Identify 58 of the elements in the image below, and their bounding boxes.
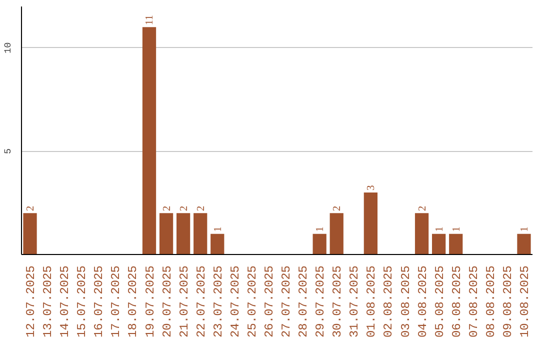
x-tick-label: 26.07.2025 [262,265,276,338]
bar [414,213,429,254]
data-label: 11 [144,14,156,26]
x-tick-label: 31.07.2025 [348,265,362,338]
bar [176,213,190,254]
data-label: 2 [178,206,190,212]
data-label: 2 [162,206,173,212]
data-label: 2 [26,206,37,212]
data-label: 1 [451,226,462,232]
x-tick-label: 14.07.2025 [58,265,72,338]
x-tick-label: 21.07.2025 [177,265,192,338]
x-tick-label: 19.07.2025 [143,265,158,338]
x-tick-label: 20.07.2025 [160,265,174,338]
x-tick-label: 30.07.2025 [330,265,345,338]
x-tick-label: 18.07.2025 [126,265,140,338]
x-tick-label: 23.07.2025 [211,265,226,338]
data-label: 1 [315,226,326,232]
x-tick-label: 13.07.2025 [41,265,56,338]
x-tick-label: 08.08.2025 [484,265,498,338]
bar [330,213,344,254]
x-tick-label: 01.08.2025 [364,265,379,338]
x-tick-label: 17.07.2025 [109,265,124,338]
data-label: 2 [196,206,207,212]
x-tick-label: 03.08.2025 [398,265,413,338]
x-tick-label: 04.08.2025 [416,265,430,338]
x-tick-label: 07.08.2025 [466,265,481,338]
x-tick-label: 02.08.2025 [382,265,396,338]
bar [312,234,326,254]
data-label: 2 [417,206,428,212]
bar [364,192,378,254]
data-label: 3 [366,185,378,190]
bar [159,213,174,254]
x-tick-label: 27.07.2025 [280,265,294,338]
bar [142,27,156,254]
bar [449,234,463,254]
bar [517,234,531,254]
x-tick-label: 16.07.2025 [92,265,106,338]
x-tick-label: 06.08.2025 [450,265,464,338]
bar [432,234,446,254]
x-tick-label: 09.08.2025 [500,265,515,338]
x-tick-label: 28.07.2025 [296,265,311,338]
data-label: 1 [519,226,530,232]
data-label: 1 [212,226,224,232]
data-label: 2 [332,206,344,212]
y-tick-label: 10 [2,42,14,54]
bar [210,234,224,254]
x-tick-label: 05.08.2025 [432,265,447,338]
x-tick-label: 12.07.2025 [24,265,38,338]
x-tick-label: 15.07.2025 [75,265,90,338]
data-label: 1 [434,226,446,232]
x-tick-label: 24.07.2025 [228,265,242,338]
y-tick-label: 5 [2,148,14,154]
x-tick-label: 25.07.2025 [245,265,260,338]
bar [194,213,208,254]
bar [23,213,37,254]
x-tick-label: 29.07.2025 [314,265,328,338]
x-tick-label: 10.08.2025 [518,265,532,338]
x-tick-label: 22.07.2025 [194,265,208,338]
